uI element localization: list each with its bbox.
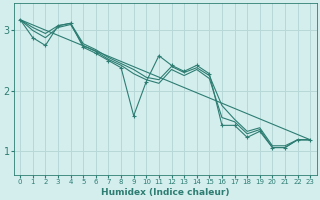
X-axis label: Humidex (Indice chaleur): Humidex (Indice chaleur) [101,188,229,197]
